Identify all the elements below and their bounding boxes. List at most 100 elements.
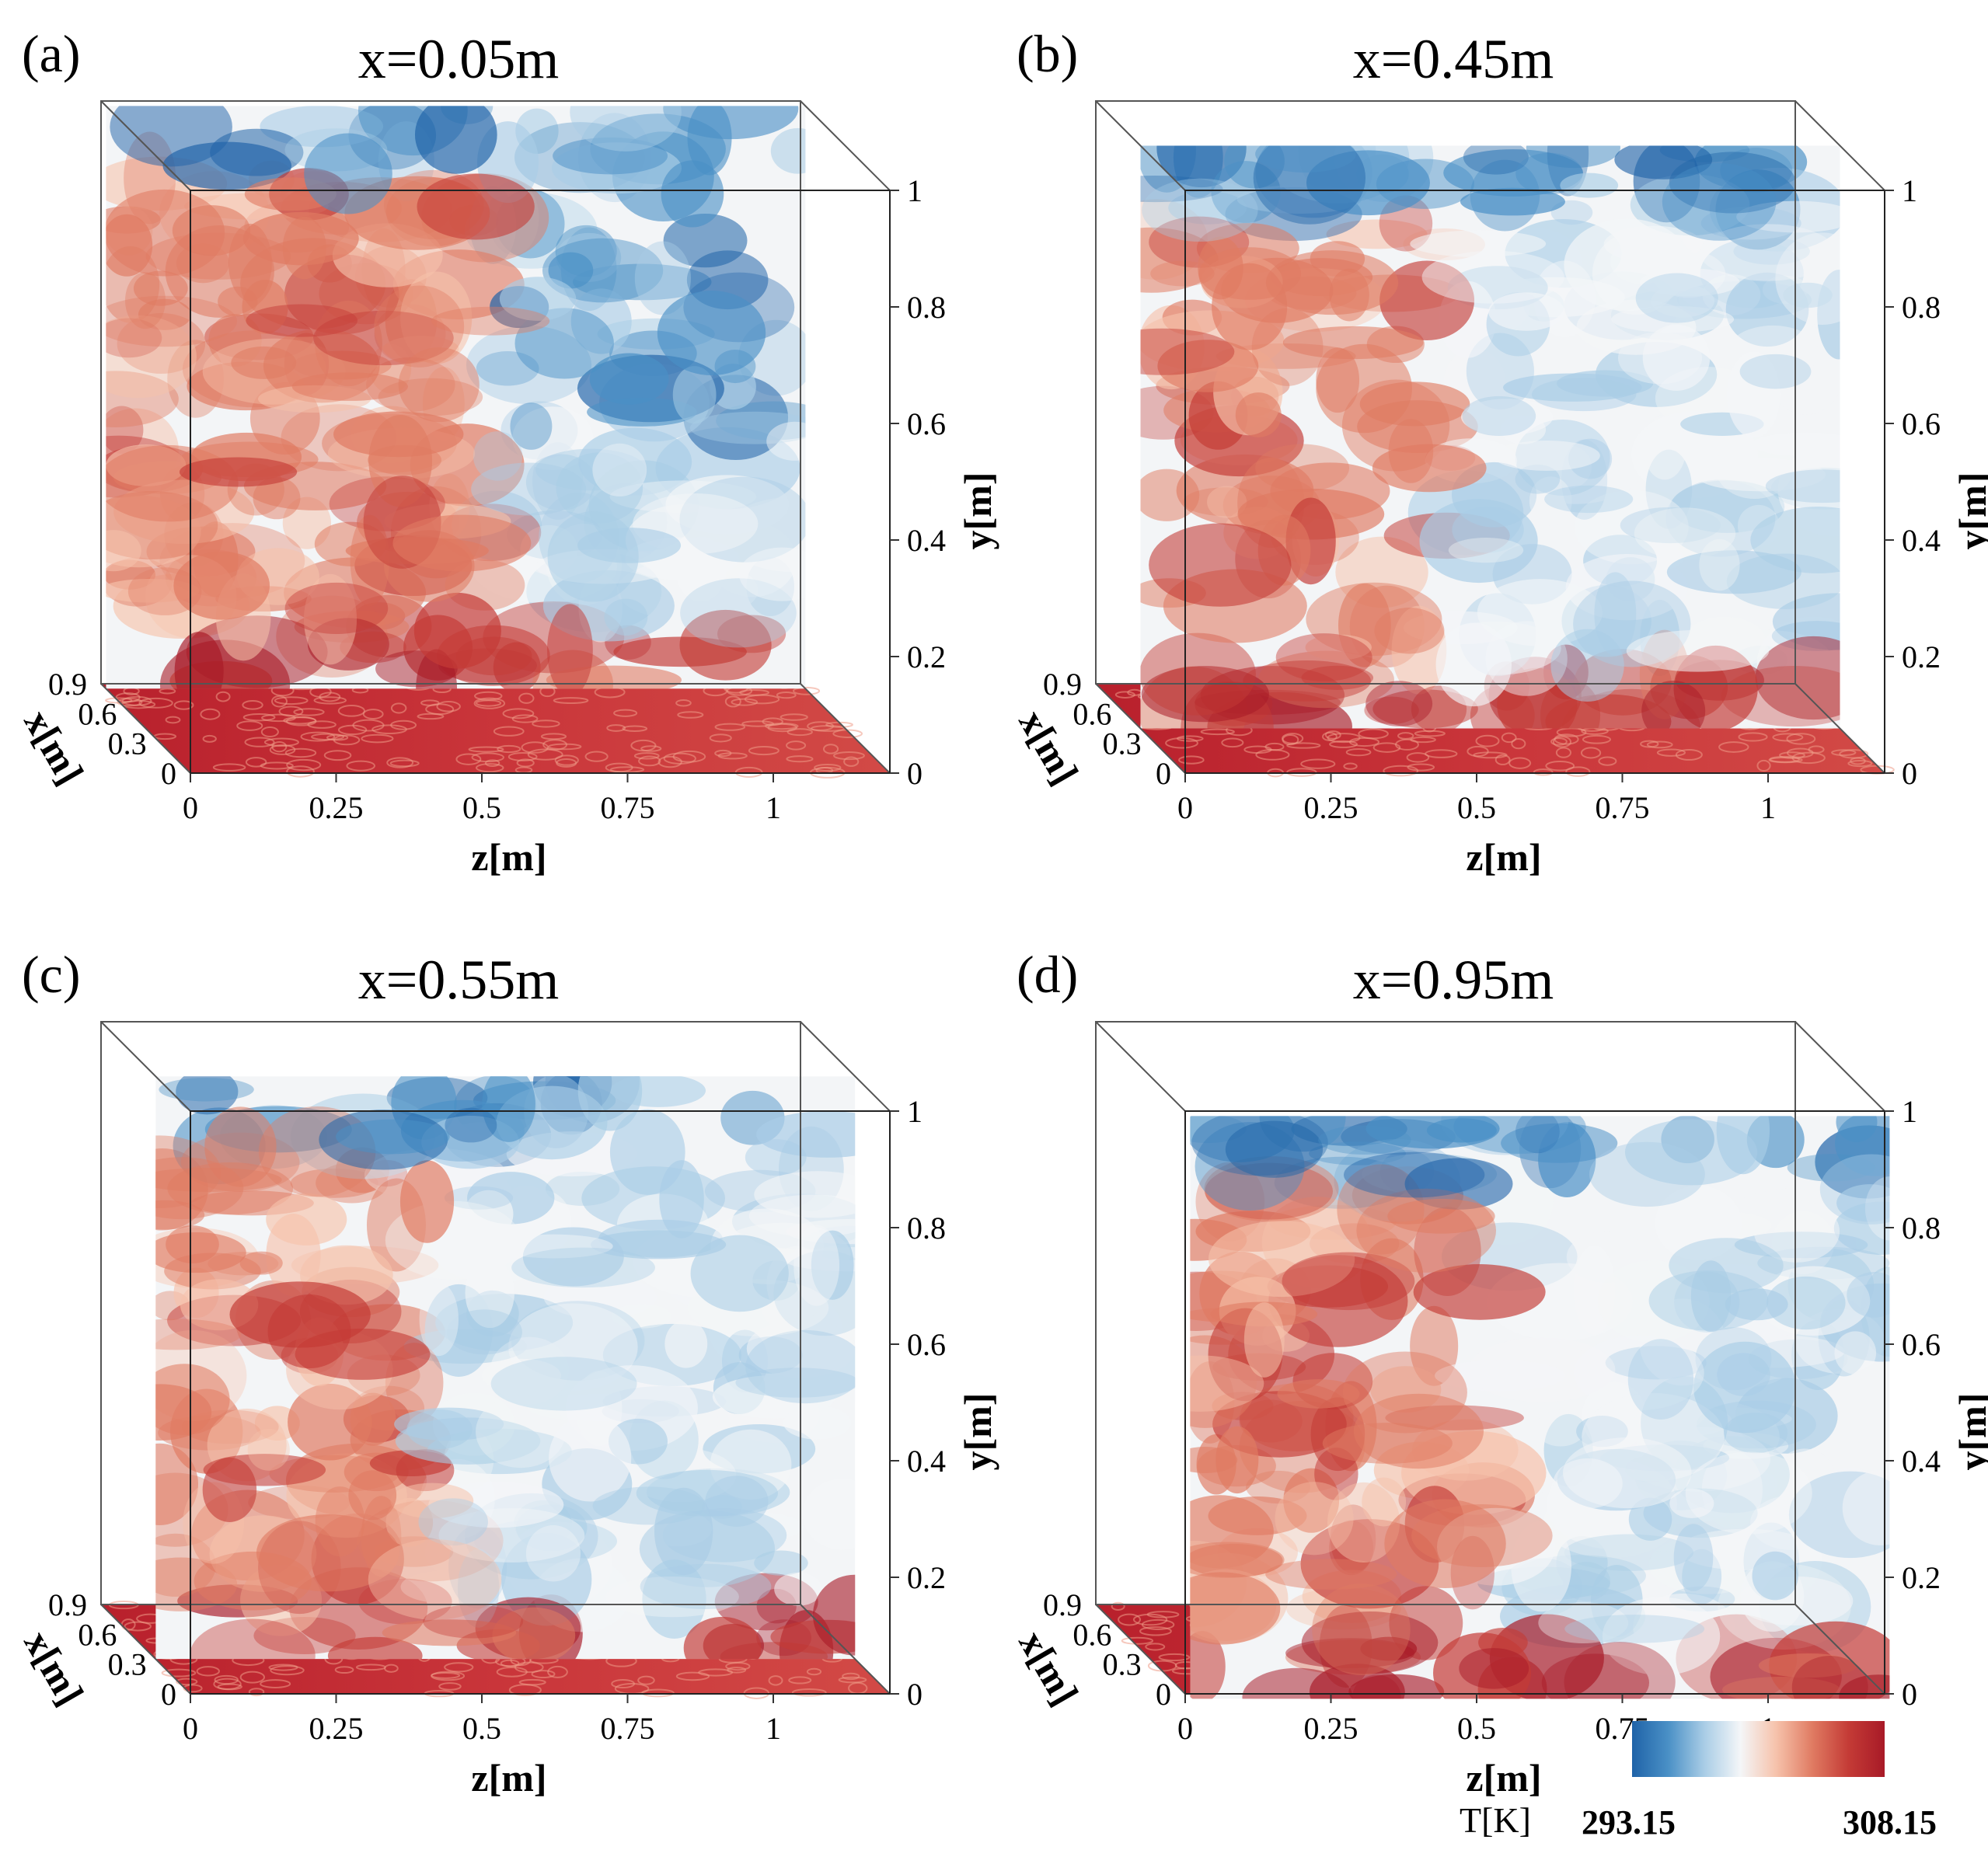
floor-cell — [640, 745, 662, 752]
temperature-eddy — [1643, 414, 1686, 480]
temperature-eddy — [1326, 219, 1428, 249]
temperature-eddy — [589, 353, 669, 405]
panel-a: (a) x=0.05m 0 0.25 0.5 0.75 1 z[m] 0 0.2 0.4 0.6 0.8… — [16, 24, 999, 879]
z-tick-label: 0 — [183, 1711, 198, 1746]
box-edge — [100, 1604, 191, 1695]
floor-cell — [1118, 1613, 1142, 1626]
floor-cell — [431, 1672, 461, 1679]
z-tick-label: 1 — [1760, 790, 1776, 825]
floor-cell — [780, 713, 808, 721]
temperature-eddy — [1225, 1120, 1324, 1178]
floor-cell — [268, 1664, 298, 1671]
z-axis-label: z[m] — [1466, 1756, 1541, 1800]
x-tick-label: 0.6 — [78, 1617, 117, 1652]
floor-cell — [605, 762, 633, 773]
floor-cell — [346, 760, 376, 772]
temperature-eddy — [793, 1225, 840, 1306]
floor-cell — [554, 754, 579, 766]
floor-cell — [714, 723, 746, 731]
temperature-eddy — [1190, 1631, 1226, 1699]
floor-cell — [1598, 756, 1617, 766]
temperature-eddy — [202, 1457, 257, 1522]
floor-cell — [1718, 741, 1749, 753]
floor-cell — [1178, 755, 1205, 765]
box-back-face — [100, 1021, 801, 1605]
temperature-eddy — [166, 1225, 219, 1263]
temperature-eddy — [400, 271, 473, 364]
box-edge — [800, 1021, 891, 1112]
panel-label: (a) — [22, 24, 80, 83]
temperature-eddy — [663, 106, 799, 140]
floor-cell — [1779, 751, 1805, 759]
temperature-eddy — [1426, 1118, 1497, 1143]
temperature-eddy — [465, 1257, 514, 1329]
temperature-eddy — [419, 1282, 459, 1357]
floor-cell — [138, 697, 173, 709]
temperature-eddy — [413, 592, 501, 669]
temperature-eddy — [1695, 458, 1826, 492]
floor-cell — [548, 743, 582, 751]
temperature-eddy — [1275, 633, 1372, 681]
temperature-eddy — [173, 551, 270, 620]
x-tick-label: 0.3 — [1103, 726, 1142, 761]
temperature-eddy — [1550, 629, 1624, 702]
temperature-eddy — [390, 1482, 474, 1519]
panel-title: x=0.95m — [1353, 949, 1554, 1011]
temperature-eddy — [256, 1514, 399, 1592]
floor-cell — [161, 1668, 197, 1678]
temperature-eddy — [446, 1309, 522, 1355]
panel-label: (b) — [1017, 24, 1078, 83]
floor-cell — [1756, 759, 1771, 772]
floor-cell — [293, 708, 325, 716]
y-tick-label: 0.4 — [907, 523, 946, 558]
floor-cell — [502, 708, 535, 719]
temperature-eddy — [490, 1357, 637, 1411]
temperature-eddy — [1750, 1495, 1833, 1550]
floor-cell — [475, 763, 504, 773]
temperature-eddy — [683, 1616, 762, 1660]
temperature-eddy — [444, 1186, 514, 1210]
temperature-eddy — [679, 609, 772, 681]
temperature-eddy — [295, 1328, 431, 1380]
temperature-eddy — [1488, 292, 1565, 331]
y-tick-label: 0.2 — [1902, 1560, 1941, 1595]
temperature-eddy — [327, 1636, 423, 1660]
floor-cell — [1414, 730, 1446, 737]
floor-cell — [508, 1684, 542, 1696]
temperature-eddy — [1758, 1653, 1857, 1678]
floor-cell — [1646, 740, 1673, 749]
temperature-eddy — [1557, 370, 1654, 397]
temperature-eddy — [543, 1275, 657, 1319]
colorbar-label: T[K] — [1460, 1800, 1531, 1840]
temperature-slice — [155, 1076, 856, 1660]
temperature-eddy — [1574, 490, 1689, 565]
x-tick-label: 0.9 — [48, 1587, 87, 1622]
floor-cell — [677, 711, 704, 719]
temperature-eddy — [1207, 486, 1247, 518]
y-tick-label: 0.2 — [1902, 639, 1941, 674]
temperature-eddy — [398, 347, 480, 423]
temperature-eddy — [1459, 1648, 1529, 1689]
temperature-eddy — [155, 1200, 205, 1230]
floor-cell — [1286, 742, 1321, 749]
z-tick-label: 0.75 — [601, 1711, 655, 1746]
floor-cell — [473, 697, 506, 709]
temperature-eddy — [1564, 1534, 1694, 1571]
temperature-eddy — [1374, 608, 1445, 654]
floor-cell — [1772, 733, 1804, 742]
temperature-eddy — [499, 277, 577, 321]
temperature-eddy — [239, 1251, 283, 1275]
temperature-eddy — [524, 1076, 589, 1148]
temperature-eddy — [1715, 437, 1794, 500]
floor-cell — [511, 714, 539, 723]
temperature-eddy — [1204, 1156, 1339, 1222]
temperature-eddy — [336, 1119, 450, 1155]
x-tick-label: 0.6 — [1072, 696, 1111, 731]
temperature-eddy — [1765, 469, 1840, 503]
box-edge — [1794, 100, 1885, 191]
temperature-eddy — [155, 1443, 198, 1525]
temperature-eddy — [1318, 1125, 1411, 1155]
floor-cell — [362, 709, 384, 719]
temperature-eddy — [155, 1319, 242, 1350]
floor-cell — [124, 1621, 152, 1632]
